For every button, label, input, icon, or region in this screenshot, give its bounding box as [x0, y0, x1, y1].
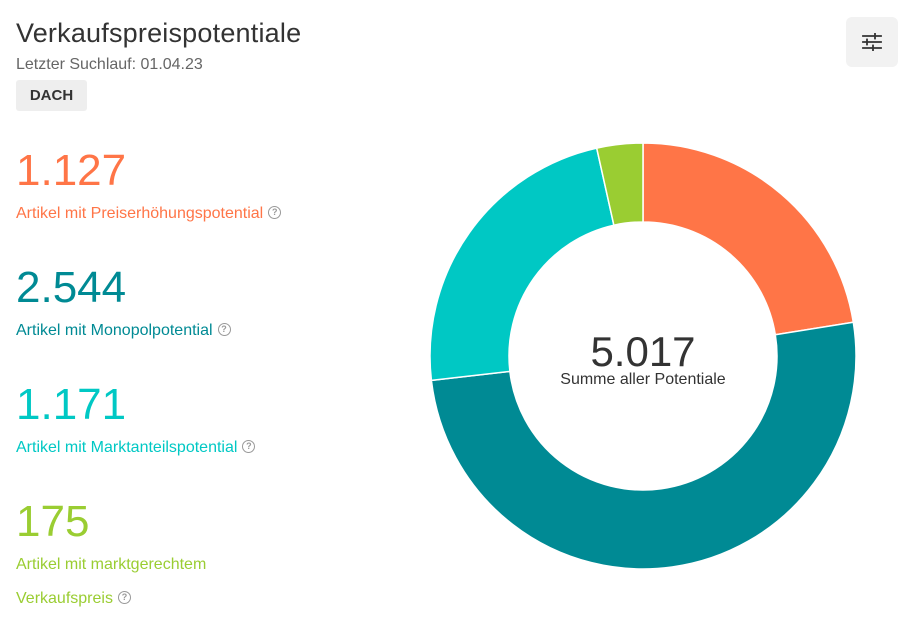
- total-value: 5.017: [590, 328, 696, 375]
- stat-label: Artikel mit marktgerechtem: [16, 556, 207, 573]
- help-icon[interactable]: ?: [117, 591, 131, 605]
- total-caption: Summe aller Potentiale: [560, 371, 726, 388]
- donut-chart: [429, 142, 857, 570]
- filter-settings-button[interactable]: [846, 17, 898, 67]
- slice-monopoly[interactable]: [430, 321, 857, 570]
- slice-price-increase[interactable]: [642, 142, 855, 336]
- stat-value: 175: [16, 497, 90, 546]
- last-search-date: Letzter Suchlauf: 01.04.23: [16, 56, 203, 73]
- stat-price-increase: 1.127 Artikel mit Preiserhöhungspotentia…: [16, 146, 282, 231]
- slice-market-share[interactable]: [429, 147, 615, 382]
- region-badge[interactable]: DACH: [16, 80, 87, 111]
- stat-label: Artikel mit Marktanteilspotential: [16, 439, 238, 456]
- stat-value: 2.544: [16, 263, 127, 312]
- stat-monopoly: 2.544 Artikel mit Monopolpotential?: [16, 266, 231, 348]
- stat-label: Artikel mit Preiserhöhungspotential: [16, 205, 264, 222]
- stat-market-price: 175 Artikel mit marktgerechtem Verkaufsp…: [16, 500, 206, 616]
- stat-label: Artikel mit Monopolpotential: [16, 322, 213, 339]
- stat-value: 1.127: [16, 146, 127, 195]
- stat-market-share: 1.171 Artikel mit Marktanteilspotential?: [16, 380, 256, 465]
- stat-value: 1.171: [16, 380, 127, 429]
- help-icon[interactable]: ?: [242, 440, 256, 454]
- stat-label-continued: Verkaufspreis: [16, 590, 113, 607]
- help-icon[interactable]: ?: [217, 323, 231, 337]
- sliders-icon: [862, 33, 882, 51]
- slice-market-price[interactable]: [595, 142, 644, 227]
- page-title: Verkaufspreispotentiale: [16, 18, 302, 48]
- help-icon[interactable]: ?: [268, 206, 282, 220]
